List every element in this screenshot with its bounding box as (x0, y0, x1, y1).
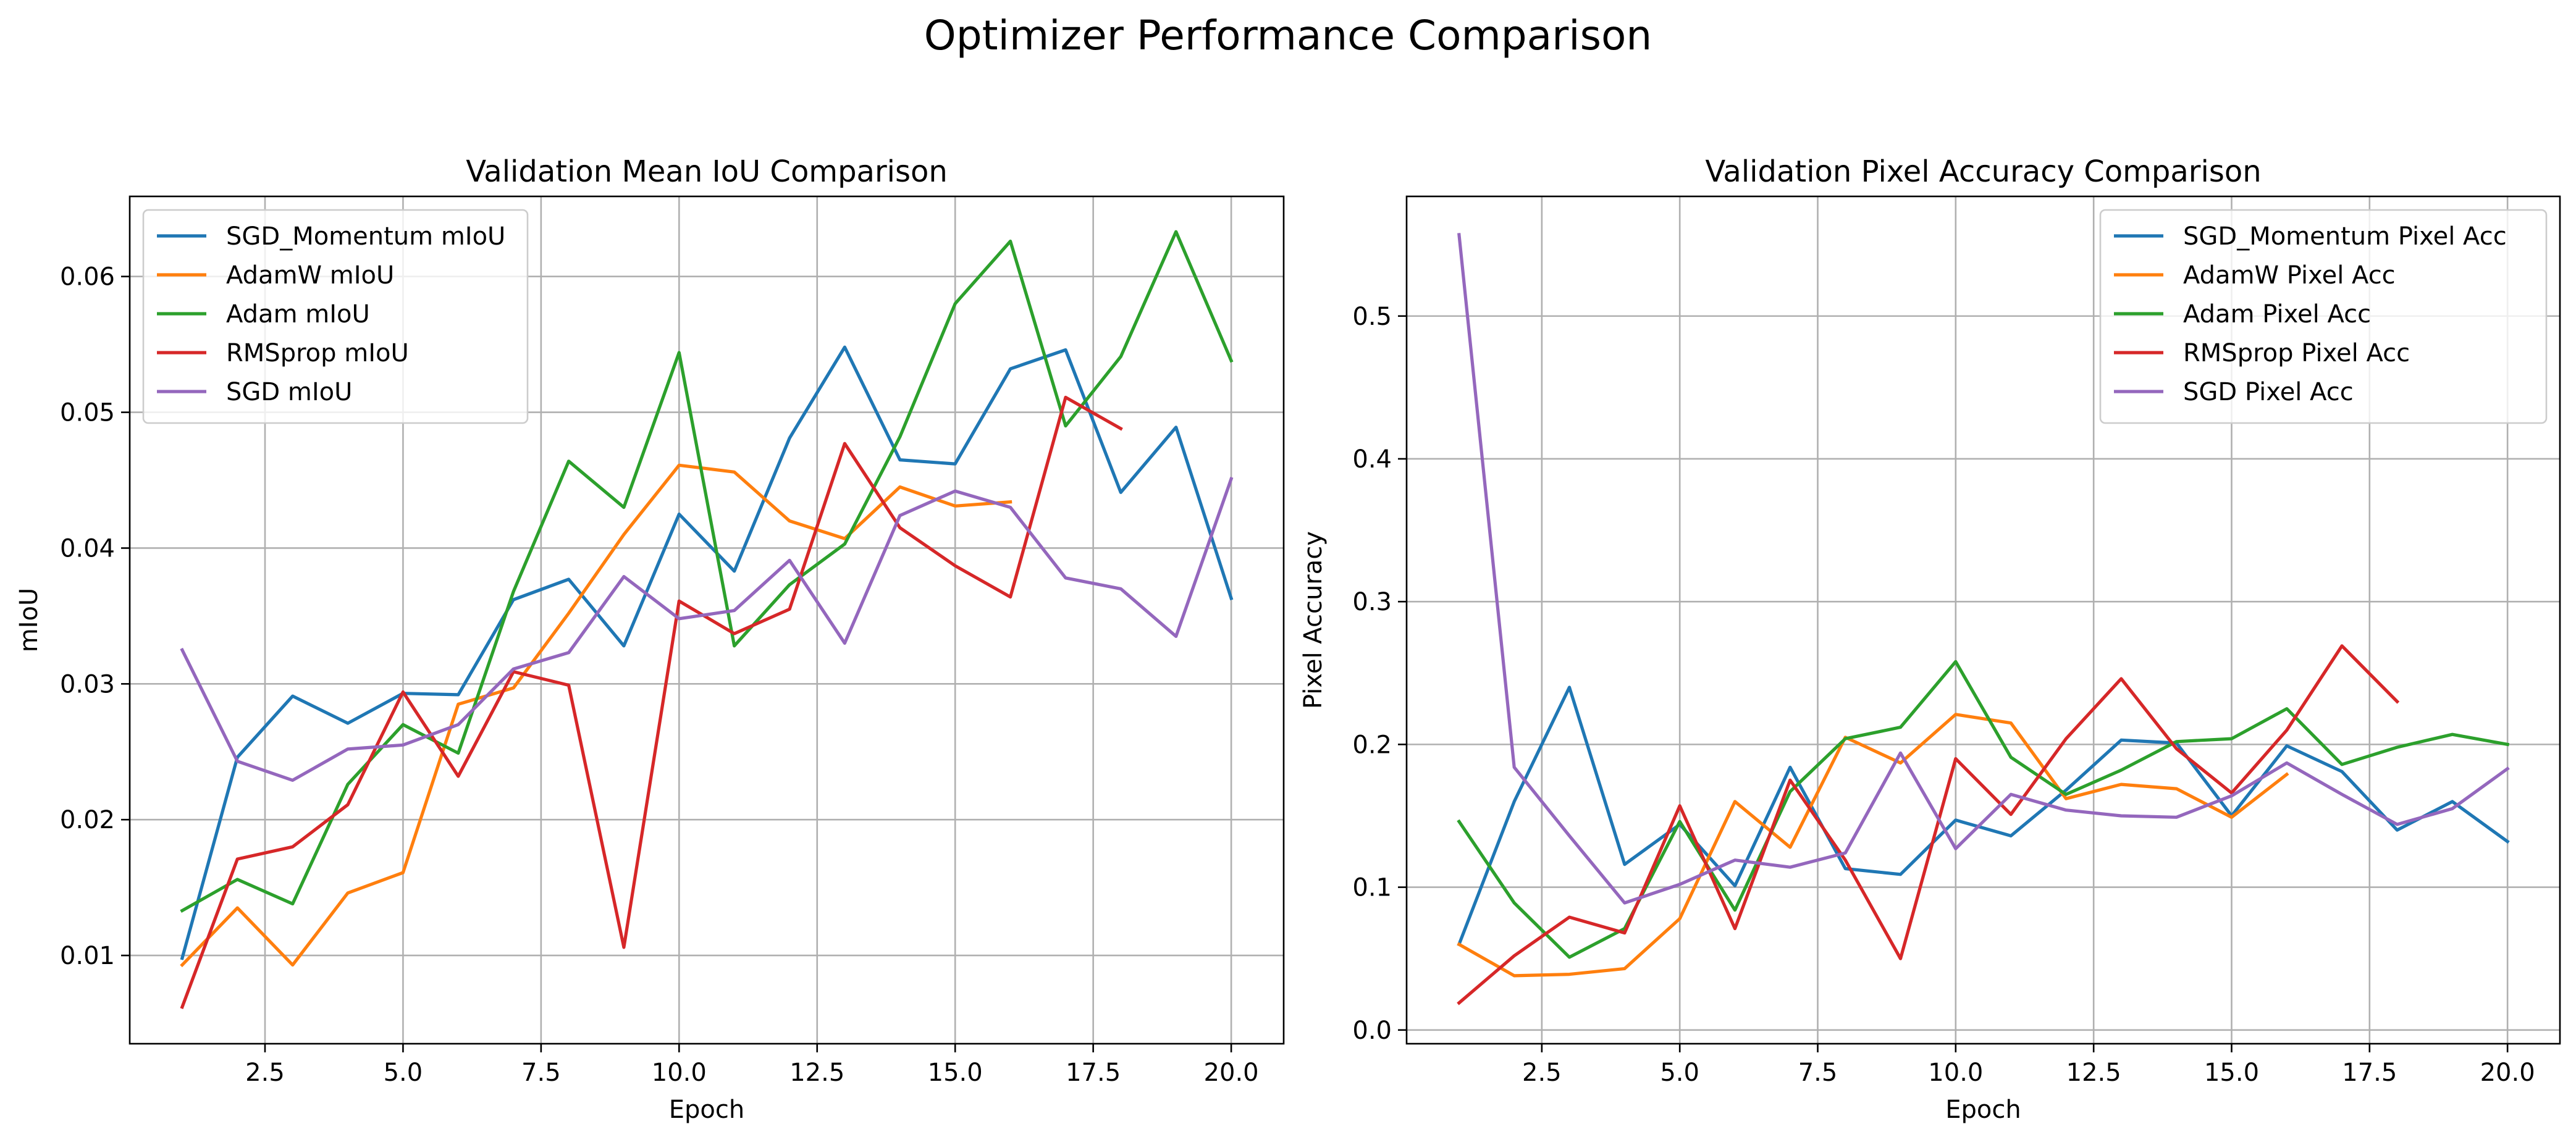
series-group (180, 230, 1234, 1009)
series-line-rmsprop-miou (180, 395, 1123, 1009)
x-axis-ticks: 2.5 5.0 7.5 10.0 12.5 15.0 17.5 20.0 (1522, 1044, 2535, 1087)
y-tick-label: 0.04 (60, 534, 115, 563)
legend-label: Adam mIoU (226, 300, 370, 329)
legend-item: RMSprop mIoU (157, 339, 409, 367)
legend-item: SGD_Momentum mIoU (157, 222, 505, 251)
y-tick-label: 0.02 (60, 806, 115, 834)
x-tick-label: 7.5 (1798, 1059, 1838, 1087)
x-axis-label: Epoch (669, 1096, 744, 1124)
legend-item: SGD Pixel Acc (2114, 378, 2354, 406)
legend-item: RMSprop Pixel Acc (2114, 339, 2410, 367)
legend-label: SGD_Momentum Pixel Acc (2183, 222, 2507, 251)
y-tick-label: 0.05 (60, 399, 115, 427)
y-axis-ticks: 0.01 0.02 0.03 0.04 0.05 0.06 (60, 263, 130, 970)
legend: SGD_Momentum mIoU AdamW mIoU Adam mIoU RMSp… (142, 209, 529, 424)
x-tick-label: 12.5 (789, 1059, 844, 1087)
x-tick-label: 15.0 (2204, 1059, 2259, 1087)
series-line-sgd-momentum-pixel-acc (1457, 686, 2510, 947)
y-tick-label: 0.06 (60, 263, 115, 291)
x-axis-label: Epoch (1945, 1096, 2021, 1124)
legend-label: RMSprop Pixel Acc (2183, 339, 2410, 367)
x-tick-label: 12.5 (2066, 1059, 2121, 1087)
legend-item: Adam Pixel Acc (2114, 300, 2371, 329)
series-line-sgd-momentum-miou (180, 345, 1234, 960)
series-line-sgd-pixel-acc (1457, 233, 2510, 905)
x-tick-label: 5.0 (1660, 1059, 1699, 1087)
series-line-adamw-pixel-acc (1457, 713, 2289, 978)
x-tick-label: 15.0 (928, 1059, 983, 1087)
y-tick-label: 0.5 (1352, 303, 1392, 331)
y-axis-label: mIoU (15, 588, 43, 653)
series-line-adam-miou (180, 230, 1234, 913)
legend-item: AdamW mIoU (157, 261, 394, 290)
subplot-title: Validation Mean IoU Comparison (466, 154, 948, 189)
x-axis-ticks: 2.5 5.0 7.5 10.0 12.5 15.0 17.5 20.0 (245, 1044, 1259, 1087)
legend-item: Adam mIoU (157, 300, 370, 329)
y-tick-label: 0.3 (1352, 588, 1392, 616)
series-line-sgd-miou (180, 476, 1234, 782)
axes-frame (128, 195, 1285, 1045)
legend-label: AdamW mIoU (226, 261, 394, 290)
subplot-title: Validation Pixel Accuracy Comparison (1705, 154, 2261, 189)
legend-label: SGD Pixel Acc (2183, 378, 2354, 406)
x-tick-label: 7.5 (521, 1059, 561, 1087)
y-tick-label: 0.01 (60, 942, 115, 970)
series-line-rmsprop-pixel-acc (1457, 644, 2400, 1005)
y-axis-label: Pixel Accuracy (1299, 531, 1328, 709)
axes-frame (1405, 195, 2561, 1045)
y-tick-label: 0.03 (60, 670, 115, 698)
legend-label: SGD_Momentum mIoU (226, 222, 505, 251)
legend-label: Adam Pixel Acc (2183, 300, 2371, 329)
x-tick-label: 17.5 (2342, 1059, 2397, 1087)
legend-frame (142, 209, 529, 424)
x-tick-label: 5.0 (384, 1059, 423, 1087)
x-tick-label: 17.5 (1066, 1059, 1121, 1087)
subplot-pixel-accuracy: 2.5 5.0 7.5 10.0 12.5 15.0 17.5 20.00.00.10.20.… (1299, 154, 2561, 1124)
y-tick-label: 0.1 (1352, 874, 1392, 902)
series-group (1457, 233, 2510, 1005)
x-tick-label: 10.0 (1928, 1059, 1983, 1087)
y-tick-label: 0.4 (1352, 445, 1392, 474)
subplot-miou: 2.5 5.0 7.5 10.0 12.5 15.0 17.5 20.00.010.020.0… (15, 154, 1285, 1124)
legend-label: SGD mIoU (226, 378, 352, 406)
y-tick-label: 0.2 (1352, 731, 1392, 759)
legend-item: SGD_Momentum Pixel Acc (2114, 222, 2507, 251)
y-axis-ticks: 0.0 0.1 0.2 0.3 0.4 0.5 (1352, 303, 1407, 1045)
x-tick-label: 10.0 (652, 1059, 707, 1087)
x-tick-label: 2.5 (245, 1059, 285, 1087)
x-tick-label: 2.5 (1522, 1059, 1562, 1087)
legend-label: AdamW Pixel Acc (2183, 261, 2396, 290)
legend: SGD_Momentum Pixel Acc AdamW Pixel Acc Ada… (2099, 209, 2548, 424)
legend-label: RMSprop mIoU (226, 339, 409, 367)
y-tick-label: 0.0 (1352, 1017, 1392, 1045)
x-tick-label: 20.0 (1204, 1059, 1259, 1087)
figure-suptitle: Optimizer Performance Comparison (924, 12, 1652, 59)
series-line-adam-pixel-acc (1457, 660, 2510, 959)
legend-item: SGD mIoU (157, 378, 352, 406)
x-tick-label: 20.0 (2480, 1059, 2535, 1087)
legend-frame (2099, 209, 2548, 424)
series-line-adamw-miou (180, 463, 1012, 968)
legend-item: AdamW Pixel Acc (2114, 261, 2396, 290)
